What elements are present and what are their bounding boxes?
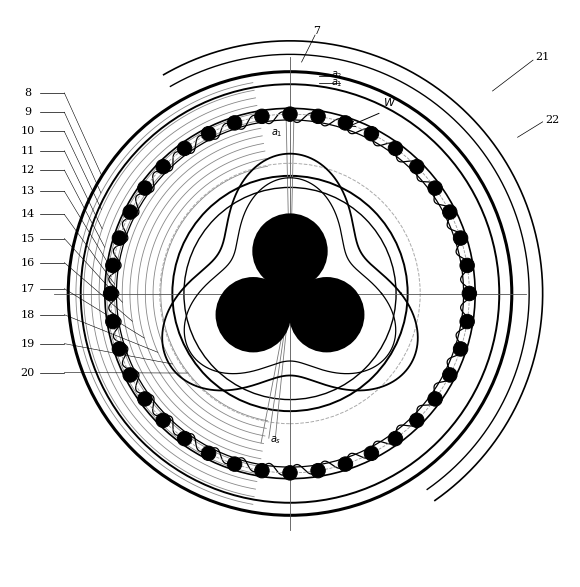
- Text: 21: 21: [535, 52, 550, 62]
- Circle shape: [255, 109, 269, 124]
- Circle shape: [156, 413, 171, 427]
- Circle shape: [454, 231, 468, 245]
- Circle shape: [338, 457, 353, 471]
- Text: 22: 22: [545, 115, 560, 125]
- Circle shape: [216, 278, 290, 352]
- Text: 15: 15: [20, 234, 35, 244]
- Text: 14: 14: [20, 210, 35, 220]
- Circle shape: [227, 116, 242, 130]
- Circle shape: [137, 392, 152, 406]
- Circle shape: [290, 278, 364, 352]
- Text: $a_1$: $a_1$: [331, 77, 342, 89]
- Text: 18: 18: [20, 310, 35, 320]
- Circle shape: [364, 126, 379, 141]
- Circle shape: [409, 413, 424, 427]
- Circle shape: [112, 342, 126, 356]
- Circle shape: [283, 107, 297, 122]
- Text: 8: 8: [24, 88, 31, 98]
- Circle shape: [137, 181, 152, 195]
- Circle shape: [201, 126, 216, 141]
- Circle shape: [460, 258, 474, 273]
- Circle shape: [227, 457, 242, 471]
- Circle shape: [409, 160, 424, 174]
- Text: 11: 11: [20, 146, 35, 156]
- Circle shape: [454, 342, 468, 356]
- Text: 17: 17: [21, 284, 35, 294]
- Text: 12: 12: [20, 165, 35, 175]
- Circle shape: [106, 314, 120, 329]
- Circle shape: [428, 181, 443, 195]
- Circle shape: [283, 465, 297, 480]
- Circle shape: [443, 367, 457, 382]
- Circle shape: [156, 160, 171, 174]
- Text: 19: 19: [20, 339, 35, 349]
- Circle shape: [388, 141, 403, 156]
- Circle shape: [443, 205, 457, 220]
- Circle shape: [263, 266, 317, 321]
- Text: $a_1$: $a_1$: [271, 127, 282, 139]
- Text: 13: 13: [20, 186, 35, 196]
- Circle shape: [177, 431, 192, 446]
- Circle shape: [462, 286, 477, 301]
- Circle shape: [364, 446, 379, 461]
- Circle shape: [311, 109, 325, 124]
- Text: 10: 10: [20, 126, 35, 137]
- Text: $a_2$: $a_2$: [331, 70, 342, 82]
- Circle shape: [460, 314, 474, 329]
- Circle shape: [253, 214, 327, 288]
- Text: 9: 9: [24, 107, 31, 117]
- Text: W: W: [383, 99, 394, 109]
- Text: 7: 7: [314, 26, 321, 36]
- Circle shape: [103, 286, 118, 301]
- Circle shape: [201, 446, 216, 461]
- Circle shape: [255, 463, 269, 478]
- Circle shape: [311, 463, 325, 478]
- Circle shape: [177, 141, 192, 156]
- Text: $a_s$: $a_s$: [270, 434, 281, 446]
- Circle shape: [338, 116, 353, 130]
- Circle shape: [123, 205, 137, 220]
- Circle shape: [123, 367, 137, 382]
- Circle shape: [106, 258, 120, 273]
- Circle shape: [388, 431, 403, 446]
- Text: 16: 16: [20, 258, 35, 268]
- Circle shape: [112, 231, 126, 245]
- Circle shape: [428, 392, 443, 406]
- Text: 20: 20: [20, 367, 35, 377]
